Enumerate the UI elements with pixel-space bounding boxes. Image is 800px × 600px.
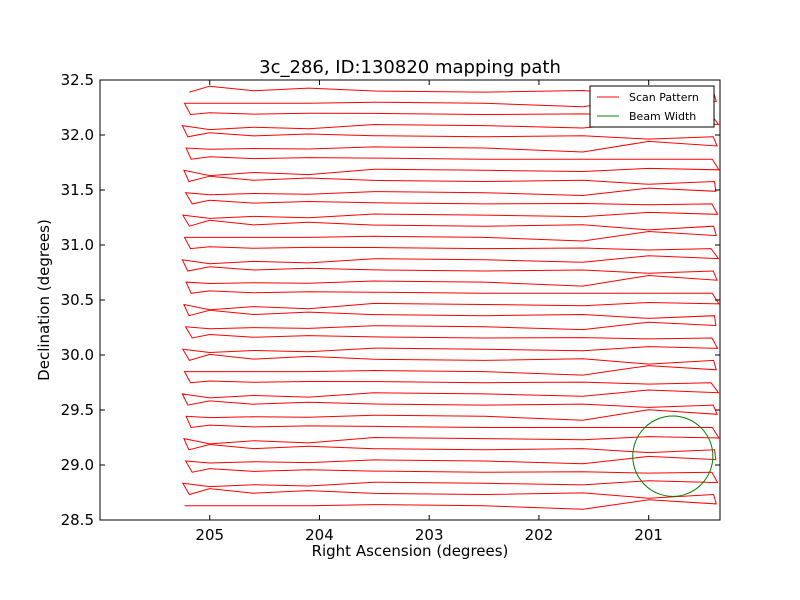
y-tick-label: 29.5 (61, 401, 94, 419)
scan-pattern-line (181, 85, 720, 510)
legend-beam-width-label: Beam Width (629, 110, 696, 123)
y-tick-label: 32.0 (61, 126, 94, 144)
y-tick-label: 29.0 (61, 456, 94, 474)
scan-pattern-series (181, 85, 720, 510)
x-tick-label: 203 (415, 526, 444, 544)
legend: Scan Pattern Beam Width (589, 85, 715, 128)
y-tick-label: 28.5 (61, 511, 94, 529)
legend-box (589, 85, 715, 128)
y-tick-label: 32.5 (61, 71, 94, 89)
y-tick-label: 30.0 (61, 346, 94, 364)
x-axis-ticks: 205 204 203 202 201 (195, 80, 663, 544)
beam-width-series (632, 415, 714, 497)
legend-scan-pattern-label: Scan Pattern (629, 91, 699, 104)
y-tick-label: 31.5 (61, 181, 94, 199)
x-tick-label: 202 (525, 526, 554, 544)
x-tick-label: 201 (634, 526, 663, 544)
y-tick-label: 31.0 (61, 236, 94, 254)
y-tick-label: 30.5 (61, 291, 94, 309)
y-axis-ticks: 28.5 29.0 29.5 30.0 30.5 31.0 31.5 32.0 32.5 (61, 71, 720, 529)
x-tick-label: 205 (195, 526, 224, 544)
y-axis-title: Declination (degrees) (35, 219, 53, 381)
beam-width-circle (632, 415, 714, 497)
x-tick-label: 204 (305, 526, 334, 544)
chart-title: 3c_286, ID:130820 mapping path (259, 57, 561, 78)
x-axis-title: Right Ascension (degrees) (312, 542, 509, 560)
